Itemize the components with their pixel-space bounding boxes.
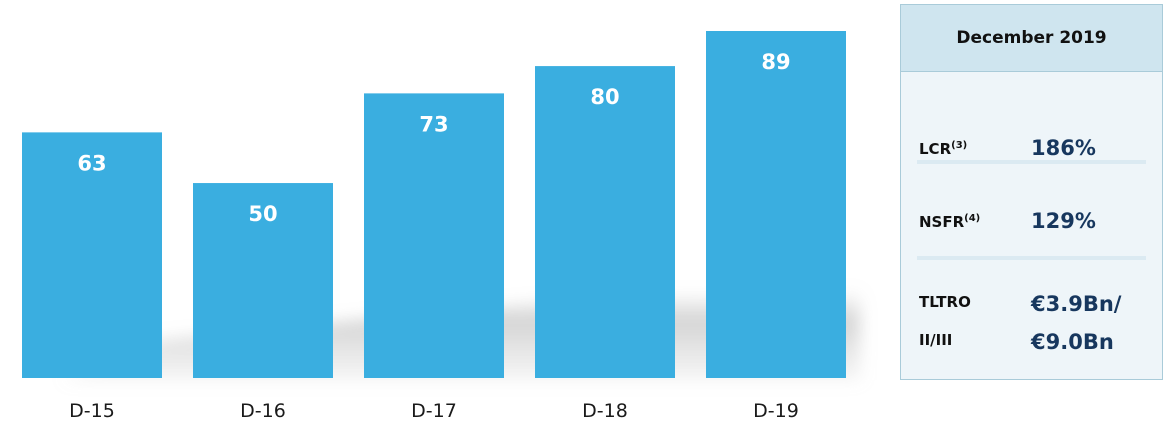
x-tick-label: D-19: [753, 400, 799, 422]
x-tick-label: D-17: [411, 400, 457, 422]
bar-d-18: [535, 66, 675, 378]
bar-value-label: 63: [77, 151, 106, 175]
tltro-label-line1: TLTRO: [919, 293, 971, 311]
bar-value-label: 73: [419, 112, 448, 136]
separator: [917, 256, 1146, 260]
panel-header: December 2019: [901, 5, 1162, 72]
lcr-label: LCR(3): [919, 140, 968, 158]
nsfr-label: NSFR(4): [919, 213, 981, 231]
bar-value-label: 50: [248, 202, 277, 226]
bar-value-label: 80: [590, 85, 619, 109]
metrics-panel: December 2019 LCR(3) 186% NSFR(4) 129% T…: [900, 4, 1163, 380]
x-tick-label: D-18: [582, 400, 628, 422]
lcr-value: 186%: [1031, 136, 1096, 160]
tltro-label-line2: II/III: [919, 331, 953, 349]
x-tick-label: D-16: [240, 400, 286, 422]
bar-chart: 63 50 73 80 89 D-15 D-16 D-17 D-18 D-19: [22, 31, 860, 422]
nsfr-value: 129%: [1031, 209, 1096, 233]
tltro-value-line2: €9.0Bn: [1031, 330, 1114, 354]
tltro-value-line1: €3.9Bn/: [1031, 292, 1122, 316]
bar-d-15: [22, 132, 162, 378]
bar-d-19: [706, 31, 846, 378]
bar-value-label: 89: [761, 50, 790, 74]
bar-d-17: [364, 93, 504, 378]
bar-d-16: [193, 183, 333, 378]
x-tick-label: D-15: [69, 400, 115, 422]
separator: [917, 160, 1146, 164]
